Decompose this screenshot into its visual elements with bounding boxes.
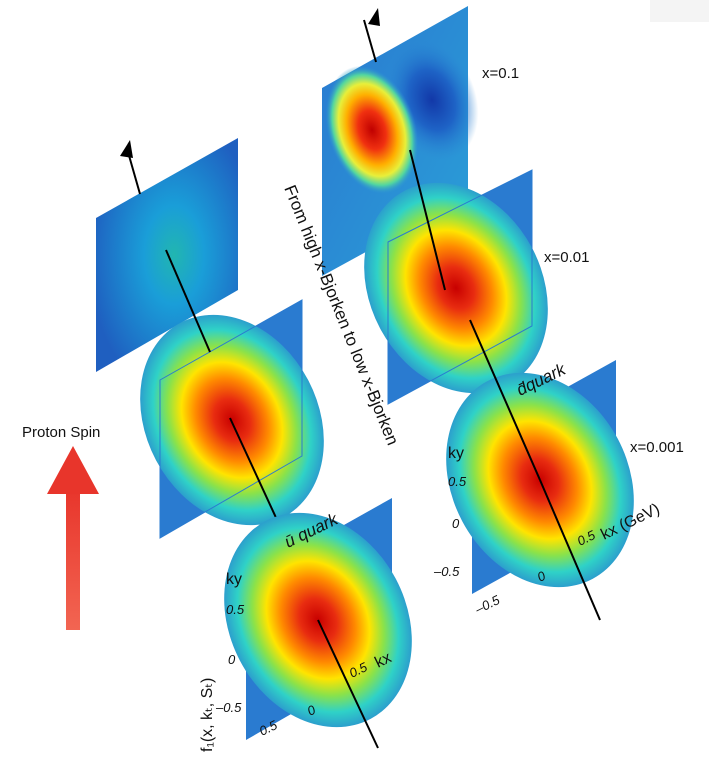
tick-label: 0.5 [257,717,281,739]
spin-vector-line [363,19,377,63]
tick-label: 0.5 [226,602,245,617]
proton-spin-arrow-icon [47,446,99,630]
x-label-0: x=0.1 [482,65,519,82]
kx-axis-label: kx [372,649,394,671]
connector-line [165,249,211,353]
tick-label: 0 [228,652,236,667]
tick-label: 0.5 [347,659,371,681]
tick-label: –0.5 [215,700,242,715]
arrow-head-icon [120,140,133,158]
tick-label: 0.5 [448,474,467,489]
connector-line [469,319,541,481]
corner-panel [650,0,709,22]
tick-label: 0.5 [575,527,599,549]
panel-dbar-x01 [322,6,479,276]
connector-line [539,479,601,621]
panel-ubar-top [96,138,238,372]
x-label-1: x=0.01 [544,249,589,266]
ky-axis-label: ky [448,445,464,462]
x-label-2: x=0.001 [630,439,684,456]
arrow-head-icon [368,8,380,26]
ky-axis-label: ky [226,571,242,588]
connector-line [409,149,446,291]
tick-label: –0.5 [433,564,460,579]
tick-label: 0 [452,516,460,531]
connector-line [317,619,379,749]
spin-vector-line [127,151,141,195]
tick-label: –0.5 [472,592,503,617]
proton-spin-label: Proton Spin [22,424,100,441]
function-label: f₁(x, kₜ, Sₜ) [199,678,216,752]
